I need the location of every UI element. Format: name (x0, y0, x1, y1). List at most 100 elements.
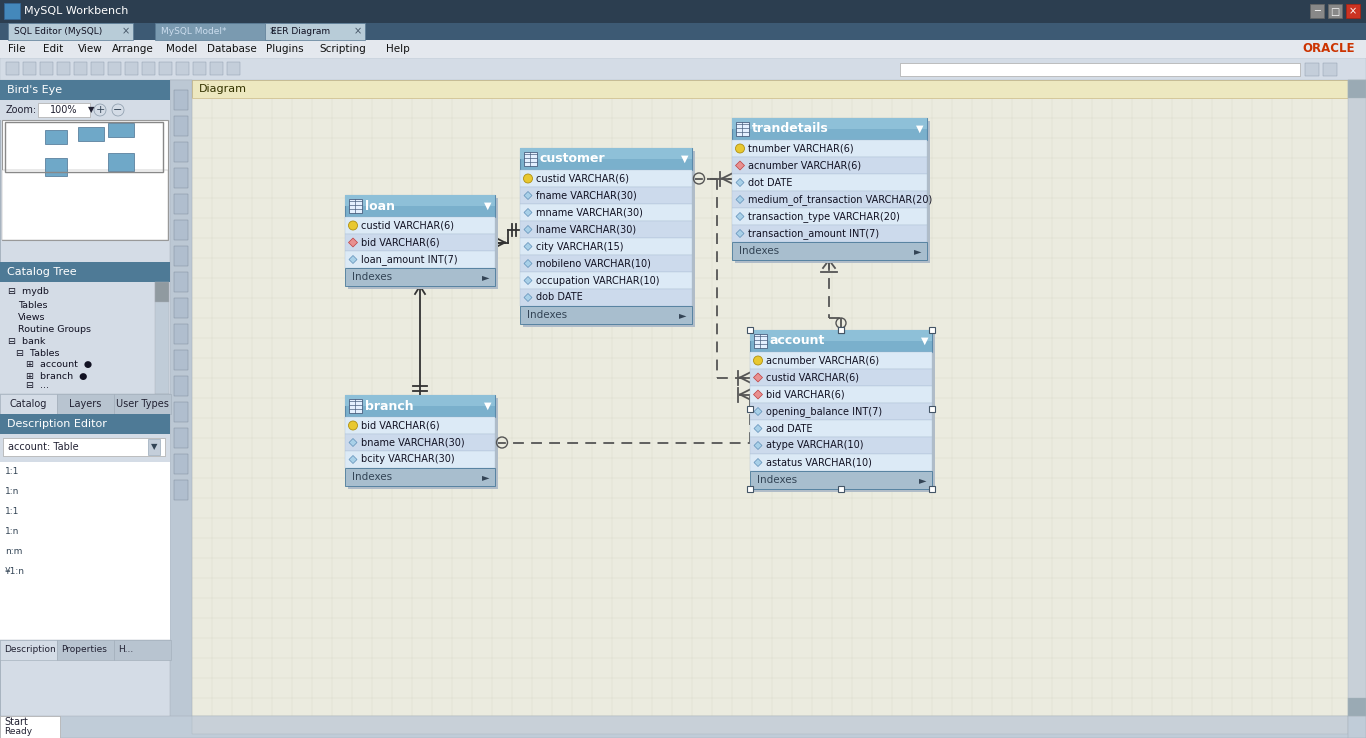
Bar (520, 204, 693, 221)
Circle shape (523, 174, 533, 183)
Bar (520, 306, 693, 324)
Bar (1, 170, 168, 240)
Polygon shape (348, 438, 357, 446)
Bar (732, 157, 928, 174)
Bar (173, 350, 189, 370)
Circle shape (348, 221, 358, 230)
Bar (23, 62, 36, 75)
Text: dob DATE: dob DATE (535, 292, 583, 303)
Text: ▼: ▼ (485, 401, 492, 411)
Bar (520, 289, 693, 306)
Bar (520, 221, 693, 238)
Text: ⊟  Tables: ⊟ Tables (16, 348, 60, 357)
Text: branch: branch (365, 399, 414, 413)
Text: Routine Groups: Routine Groups (18, 325, 92, 334)
Bar (750, 352, 932, 369)
Text: lname VARCHAR(30): lname VARCHAR(30) (535, 224, 637, 235)
Text: 100%: 100% (51, 105, 78, 115)
Bar (173, 116, 189, 136)
Bar (346, 234, 494, 251)
Text: ×: × (1350, 7, 1356, 16)
Text: bcity VARCHAR(30): bcity VARCHAR(30) (361, 455, 455, 464)
Text: SQL Editor (MySQL): SQL Editor (MySQL) (14, 27, 102, 36)
Text: acnumber VARCHAR(6): acnumber VARCHAR(6) (749, 160, 861, 170)
Bar (520, 170, 693, 187)
Text: Bird's Eye: Bird's Eye (7, 85, 61, 95)
Polygon shape (525, 226, 531, 233)
Bar (0, 40, 1366, 58)
Bar (750, 454, 932, 471)
Polygon shape (525, 294, 531, 302)
Bar (732, 118, 928, 140)
Bar (523, 151, 695, 327)
Bar (750, 330, 932, 341)
Bar (5, 122, 163, 172)
Bar (57, 394, 113, 414)
Text: ⊞  account  ●: ⊞ account ● (26, 360, 92, 370)
Bar (113, 394, 171, 414)
Text: □: □ (1330, 7, 1340, 16)
Polygon shape (348, 455, 357, 463)
Text: bid VARCHAR(6): bid VARCHAR(6) (361, 421, 440, 430)
Text: ▼: ▼ (87, 106, 94, 114)
Bar (173, 402, 189, 422)
Bar (78, 127, 104, 141)
Bar (169, 80, 193, 718)
Bar (0, 640, 57, 660)
Bar (929, 327, 934, 333)
Bar (57, 62, 70, 75)
Bar (108, 153, 134, 171)
Bar (348, 399, 362, 413)
Text: mobileno VARCHAR(10): mobileno VARCHAR(10) (535, 258, 650, 269)
Bar (732, 208, 928, 225)
Bar (154, 282, 169, 302)
Text: atype VARCHAR(10): atype VARCHAR(10) (766, 441, 863, 450)
Bar (0, 100, 169, 120)
Bar (346, 251, 494, 268)
Bar (193, 716, 1348, 734)
Text: Catalog: Catalog (10, 399, 46, 409)
Bar (0, 394, 169, 414)
Text: Edit: Edit (42, 44, 63, 54)
Bar (520, 148, 693, 170)
Bar (265, 23, 365, 40)
Text: loan: loan (365, 199, 395, 213)
Bar (154, 23, 280, 40)
Bar (1348, 716, 1366, 738)
Bar (520, 272, 693, 289)
Bar (0, 394, 57, 414)
Bar (108, 123, 134, 137)
Polygon shape (348, 238, 358, 247)
Bar (210, 62, 223, 75)
Bar (0, 80, 169, 100)
Text: Help: Help (385, 44, 410, 54)
Text: Tables: Tables (18, 300, 48, 309)
Bar (929, 486, 934, 492)
Text: bid VARCHAR(6): bid VARCHAR(6) (766, 390, 844, 399)
Bar (750, 386, 932, 403)
Bar (0, 462, 169, 640)
Polygon shape (736, 196, 744, 204)
Polygon shape (525, 191, 531, 199)
Bar (173, 480, 189, 500)
Text: custid VARCHAR(6): custid VARCHAR(6) (361, 221, 454, 230)
Text: H...: H... (117, 646, 134, 655)
Bar (732, 174, 928, 191)
Bar (126, 62, 138, 75)
Bar (837, 327, 844, 333)
Bar (227, 62, 240, 75)
Text: 1:1: 1:1 (5, 508, 19, 517)
Bar (0, 262, 169, 282)
Bar (176, 62, 189, 75)
Polygon shape (754, 441, 762, 449)
Text: 1:n: 1:n (5, 528, 19, 537)
Bar (929, 406, 934, 412)
Bar (1346, 4, 1361, 18)
Text: ▼: ▼ (917, 124, 923, 134)
Text: 1:n: 1:n (5, 488, 19, 497)
Text: Arrange: Arrange (112, 44, 154, 54)
Bar (57, 640, 113, 660)
Bar (193, 62, 206, 75)
Text: trandetails: trandetails (753, 123, 829, 136)
Bar (173, 246, 189, 266)
